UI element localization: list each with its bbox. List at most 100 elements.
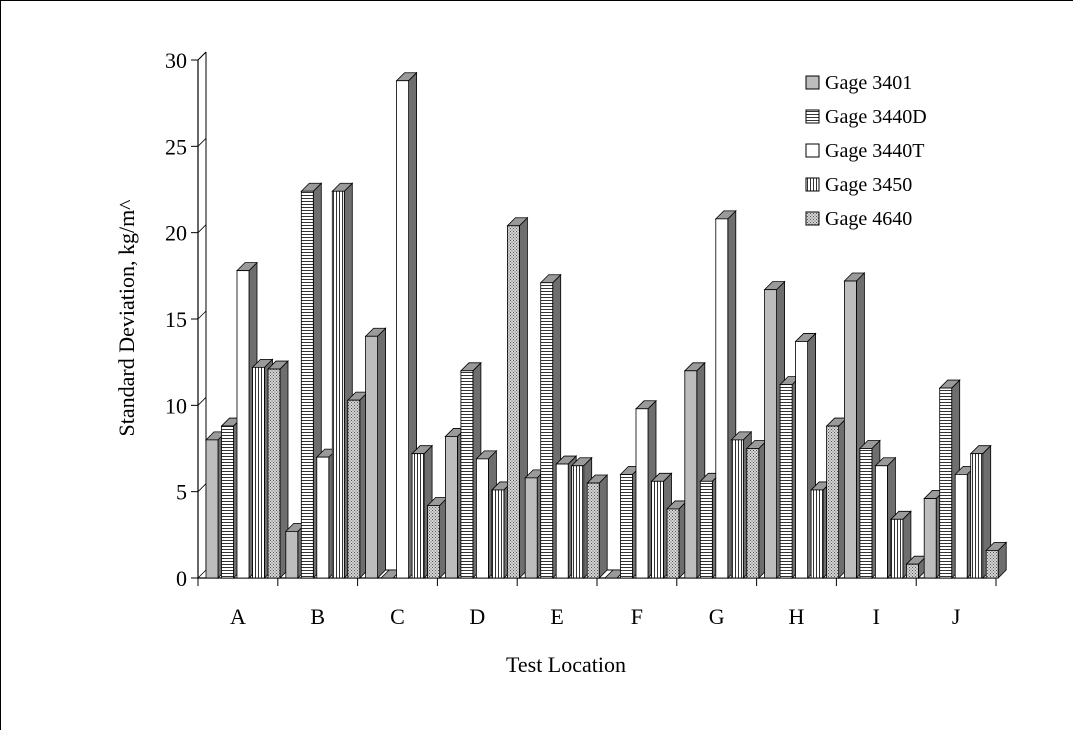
bar-J-3 xyxy=(969,444,992,579)
bar-front xyxy=(460,370,474,579)
y-tick-label: 30 xyxy=(165,48,187,73)
x-tick-label: E xyxy=(550,604,563,629)
bar-front xyxy=(475,458,489,579)
bar-front xyxy=(826,425,839,579)
bar-G-4 xyxy=(745,439,768,579)
x-tick-label: F xyxy=(631,604,643,629)
legend-label: Gage 3450 xyxy=(825,174,912,196)
y-tick-label: 25 xyxy=(165,134,187,159)
x-tick-label: D xyxy=(469,604,485,629)
legend-label: Gage 4640 xyxy=(825,208,912,230)
bar-front xyxy=(411,453,425,579)
y-tick-depth xyxy=(197,397,207,406)
bar-E-4 xyxy=(586,474,609,579)
y-axis-label: Standard Deviation, kg/m^ xyxy=(114,199,139,437)
bar-front xyxy=(954,473,968,579)
legend-swatch xyxy=(805,143,820,158)
x-tick-label: B xyxy=(310,604,325,629)
x-tick-label: I xyxy=(873,604,880,629)
y-tick-depth xyxy=(197,483,207,492)
bar-side xyxy=(598,474,608,579)
y-tick-label: 5 xyxy=(176,480,187,505)
bar-front xyxy=(635,408,649,579)
bar-front xyxy=(699,480,713,579)
bar-front xyxy=(331,190,345,579)
bar-front xyxy=(396,80,410,579)
y-tick-label: 20 xyxy=(165,221,187,246)
bar-front xyxy=(906,563,919,579)
y-tick-depth xyxy=(197,51,207,61)
bar-front xyxy=(427,505,441,579)
x-tick-label: A xyxy=(230,604,246,629)
bar-H-2 xyxy=(794,332,817,579)
bars xyxy=(205,71,1008,579)
bar-front xyxy=(444,436,458,579)
bar-front xyxy=(764,289,777,579)
legend-swatch xyxy=(805,177,820,192)
tick-labels: 0 5 10 15 20 25 30 A B C D E F G H I J xyxy=(165,48,961,629)
x-axis-label: Test Location xyxy=(506,652,626,677)
bar-front xyxy=(586,482,600,579)
bar-G-0 xyxy=(683,361,706,579)
bar-C-4 xyxy=(426,496,449,579)
legend: Gage 3401 Gage 3440D Gage 3440T Gage 3450 Ga… xyxy=(805,72,927,230)
bar-front xyxy=(571,465,585,579)
legend-label: Gage 3401 xyxy=(825,72,912,94)
bar-front xyxy=(205,439,219,579)
bar-front xyxy=(651,480,664,579)
bar-G-2 xyxy=(714,209,737,579)
bar-front xyxy=(810,489,824,579)
bar-F-4 xyxy=(666,499,688,579)
bar-front xyxy=(939,387,953,579)
bar-front xyxy=(285,530,299,579)
bar-front xyxy=(365,335,379,579)
y-tick-label: 0 xyxy=(176,566,187,591)
bar-H-4 xyxy=(825,417,848,579)
x-tick-label: C xyxy=(390,604,405,629)
bar-side xyxy=(377,327,387,579)
bar-front xyxy=(985,549,999,579)
legend-swatch xyxy=(805,109,820,124)
bar-front xyxy=(252,366,265,579)
bar-front xyxy=(779,384,793,579)
bar-front xyxy=(491,489,505,579)
bar-F-3 xyxy=(650,472,673,579)
y-tick-depth xyxy=(197,310,207,320)
legend-swatch xyxy=(805,75,820,90)
y-tick-depth xyxy=(197,138,207,147)
bar-front xyxy=(236,270,250,579)
bar-front xyxy=(970,453,984,579)
legend-label: Gage 3440T xyxy=(825,140,924,162)
bar-front xyxy=(347,399,361,579)
y-tick-label: 15 xyxy=(165,307,187,332)
bar-J-4 xyxy=(985,541,1008,579)
y-tick-depth xyxy=(197,224,207,233)
y-tick-depth xyxy=(197,569,207,579)
bar-B-4 xyxy=(346,391,369,579)
bar-front xyxy=(795,341,808,579)
bar-front xyxy=(844,280,857,579)
bar-front xyxy=(666,508,680,579)
bar-front xyxy=(859,448,873,579)
bar-front xyxy=(540,282,554,579)
bar-C-0 xyxy=(364,327,387,579)
bar-front xyxy=(746,448,760,579)
bar-front xyxy=(875,465,888,579)
x-tick-label: H xyxy=(789,604,805,629)
x-tick-label: J xyxy=(952,604,961,629)
bar-A-4 xyxy=(267,360,289,579)
bar-front xyxy=(506,225,520,579)
y-tick-label: 10 xyxy=(165,393,187,418)
x-tick-label: G xyxy=(709,604,725,629)
bar-front xyxy=(267,368,281,579)
bar-F-2 xyxy=(635,399,657,579)
bar-front xyxy=(890,518,904,579)
legend-label: Gage 3440D xyxy=(825,106,927,128)
bar-front xyxy=(524,477,538,579)
bar-front xyxy=(684,370,698,579)
bar-front xyxy=(221,425,234,579)
bar-D-4 xyxy=(506,216,529,579)
bar-front xyxy=(620,473,633,579)
bar-front xyxy=(555,463,569,579)
